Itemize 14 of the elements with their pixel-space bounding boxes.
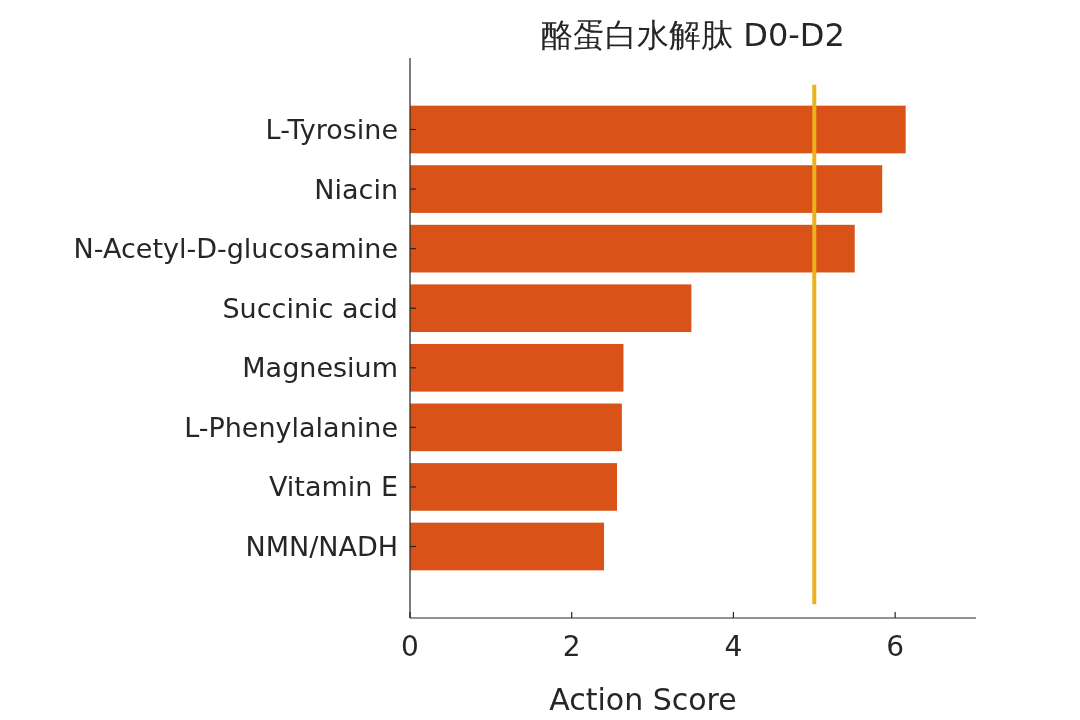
x-tick-label: 2 [562, 630, 581, 663]
y-tick-label: Niacin [314, 173, 398, 205]
chart-title: 酪蛋白水解肽 D0-D2 [541, 16, 845, 54]
x-tick-label: 6 [886, 630, 905, 663]
y-tick-label: Succinic acid [222, 292, 398, 324]
y-tick-label: Vitamin E [268, 471, 398, 503]
y-tick-label: L-Phenylalanine [184, 411, 398, 443]
y-tick-label: N-Acetyl-D-glucosamine [73, 233, 398, 265]
x-tick-label: 0 [401, 630, 419, 663]
x-axis-title: Action Score [549, 682, 737, 717]
y-tick-label: NMN/NADH [245, 531, 398, 563]
x-tick-label: 4 [724, 630, 743, 663]
y-tick-label: L-Tyrosine [265, 113, 398, 145]
y-tick-label: Magnesium [242, 352, 398, 384]
